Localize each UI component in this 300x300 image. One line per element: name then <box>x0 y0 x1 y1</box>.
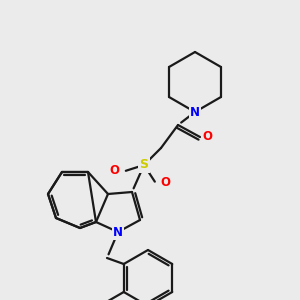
Text: O: O <box>109 164 119 176</box>
Text: N: N <box>113 226 123 238</box>
Text: S: S <box>140 158 148 172</box>
Text: O: O <box>160 176 170 190</box>
Text: N: N <box>190 106 200 118</box>
Text: O: O <box>202 130 212 143</box>
